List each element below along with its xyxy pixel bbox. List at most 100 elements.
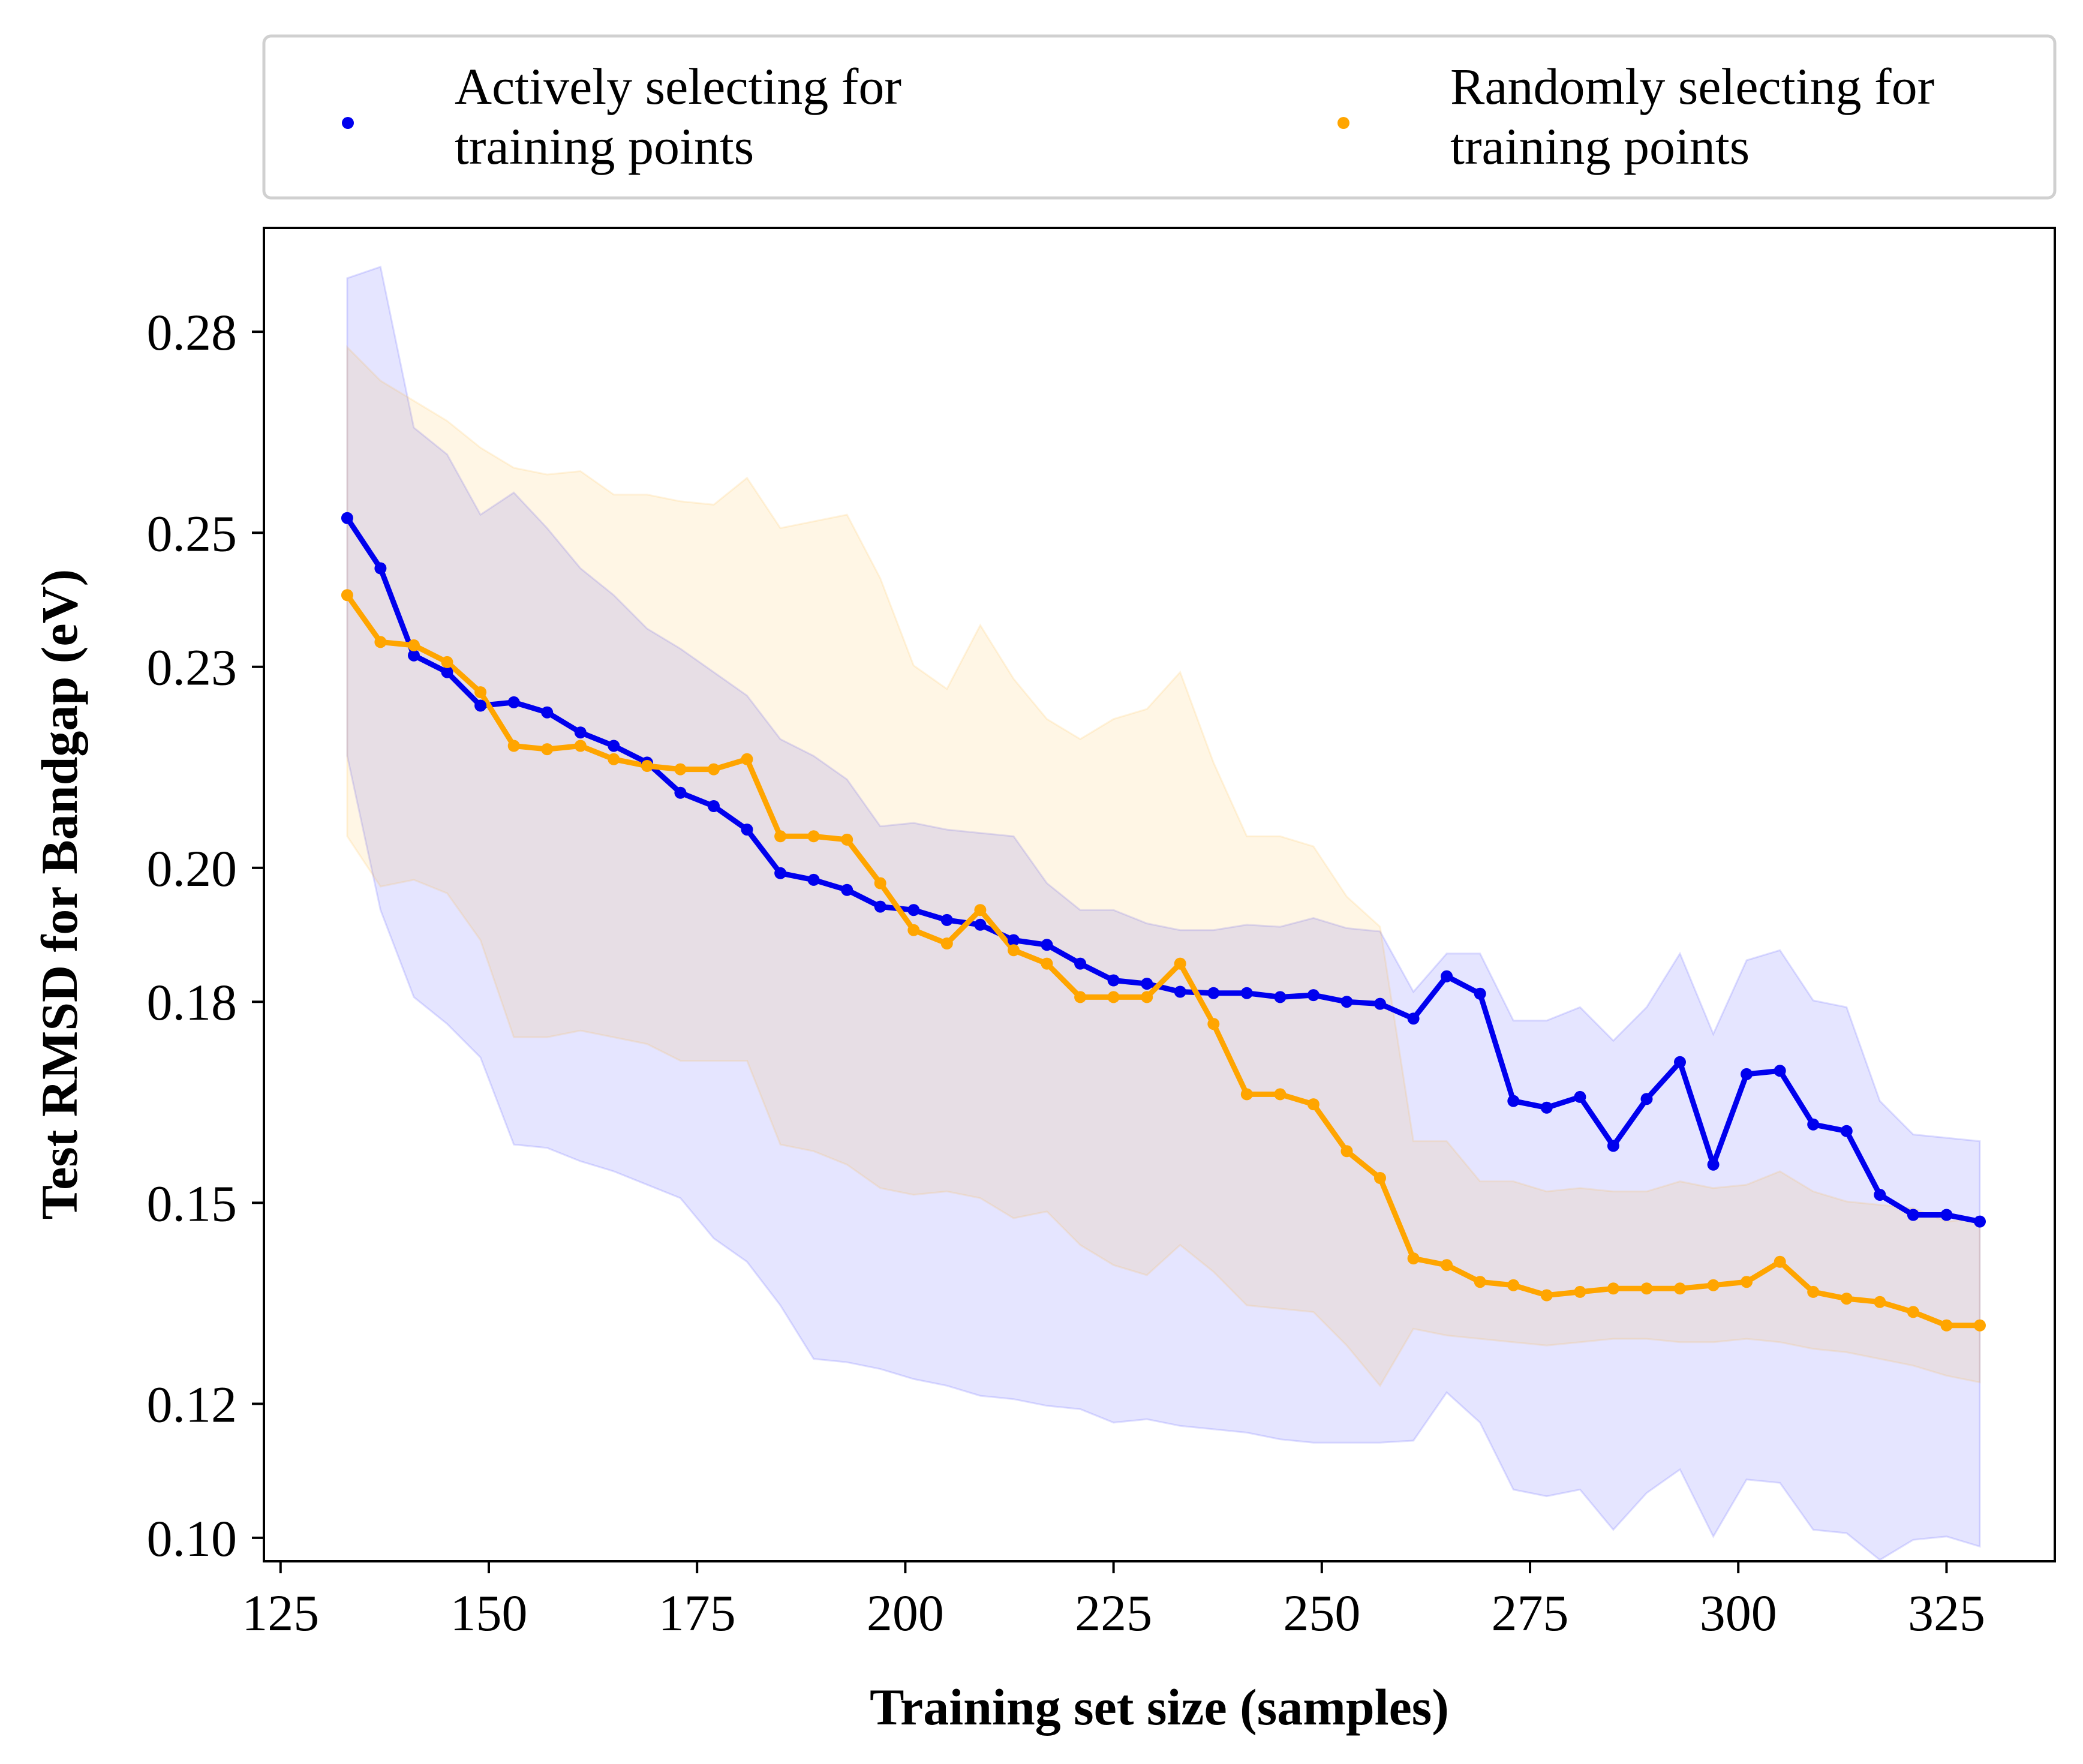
point-actively-selecting-for (1807, 1118, 1820, 1131)
legend-marker-random (1337, 117, 1349, 129)
point-actively-selecting-for (741, 824, 753, 836)
point-actively-selecting-for (1240, 987, 1253, 999)
point-actively-selecting-for (608, 740, 620, 752)
point-randomly-selecting-for (1540, 1289, 1553, 1302)
point-actively-selecting-for (1207, 987, 1220, 999)
point-randomly-selecting-for (674, 763, 687, 776)
point-randomly-selecting-for (1874, 1296, 1886, 1308)
point-actively-selecting-for (1640, 1093, 1653, 1105)
line-actively-selecting-for (344, 515, 1983, 1225)
point-actively-selecting-for (1774, 1065, 1786, 1077)
point-randomly-selecting-for (1008, 944, 1020, 957)
x-tick-label: 275 (1492, 1584, 1569, 1642)
x-tick-label: 175 (659, 1584, 736, 1642)
y-tick-label: 0.20 (147, 840, 238, 897)
point-actively-selecting-for (1340, 996, 1353, 1008)
point-randomly-selecting-for (1807, 1285, 1820, 1298)
legend-marker-active (342, 117, 354, 129)
point-actively-selecting-for (1574, 1090, 1586, 1103)
point-randomly-selecting-for (1640, 1282, 1653, 1295)
point-actively-selecting-for (1041, 939, 1053, 951)
x-tick-label: 125 (242, 1584, 319, 1642)
point-randomly-selecting-for (1141, 991, 1153, 1003)
y-tick-label: 0.23 (147, 639, 238, 696)
y-tick-label: 0.10 (147, 1510, 238, 1567)
point-randomly-selecting-for (774, 830, 787, 843)
point-actively-selecting-for (1174, 985, 1186, 998)
point-actively-selecting-for (1741, 1068, 1753, 1080)
point-randomly-selecting-for (341, 589, 353, 602)
band-randomly-selecting-for (346, 345, 1981, 1387)
point-actively-selecting-for (1507, 1095, 1520, 1107)
y-tick-label: 0.15 (147, 1174, 238, 1232)
point-randomly-selecting-for (841, 833, 853, 846)
point-randomly-selecting-for (1207, 1018, 1220, 1030)
point-actively-selecting-for (474, 699, 487, 712)
point-randomly-selecting-for (1174, 957, 1186, 970)
point-randomly-selecting-for (874, 877, 886, 889)
point-randomly-selecting-for (1307, 1098, 1319, 1111)
x-axis-label: Training set size (samples) (870, 1678, 1449, 1736)
x-tick-label: 300 (1700, 1584, 1777, 1642)
point-randomly-selecting-for (574, 740, 587, 752)
point-randomly-selecting-for (807, 830, 820, 843)
point-randomly-selecting-for (474, 686, 487, 699)
point-randomly-selecting-for (1074, 991, 1087, 1003)
point-randomly-selecting-for (441, 656, 453, 668)
point-actively-selecting-for (1607, 1140, 1619, 1152)
point-actively-selecting-for (1974, 1215, 1986, 1228)
x-tick-label: 150 (450, 1584, 527, 1642)
point-actively-selecting-for (374, 562, 387, 575)
point-randomly-selecting-for (1607, 1282, 1619, 1295)
point-randomly-selecting-for (1274, 1088, 1287, 1101)
point-actively-selecting-for (1274, 991, 1287, 1003)
y-tick-label: 0.28 (147, 303, 238, 361)
legend-label-active: Actively selecting for training points (455, 58, 901, 175)
point-randomly-selecting-for (940, 937, 953, 949)
point-actively-selecting-for (441, 666, 453, 678)
y-tick-label: 0.12 (147, 1375, 238, 1433)
point-randomly-selecting-for (741, 753, 753, 765)
point-randomly-selecting-for (974, 904, 987, 916)
point-actively-selecting-for (507, 696, 520, 708)
point-randomly-selecting-for (1940, 1319, 1953, 1332)
point-actively-selecting-for (1107, 974, 1120, 987)
point-randomly-selecting-for (641, 760, 653, 772)
point-actively-selecting-for (1840, 1125, 1853, 1137)
point-randomly-selecting-for (1507, 1279, 1520, 1291)
point-actively-selecting-for (1374, 997, 1386, 1010)
band-actively-selecting-for (346, 265, 1981, 1561)
point-randomly-selecting-for (408, 639, 420, 651)
point-actively-selecting-for (1008, 934, 1020, 946)
point-randomly-selecting-for (541, 743, 554, 756)
point-actively-selecting-for (907, 904, 920, 916)
point-actively-selecting-for (1874, 1189, 1886, 1201)
point-actively-selecting-for (1674, 1056, 1686, 1068)
point-randomly-selecting-for (1574, 1285, 1586, 1298)
point-actively-selecting-for (541, 706, 554, 719)
x-tick-label: 225 (1075, 1584, 1152, 1642)
plot-frame (263, 227, 2056, 1562)
point-actively-selecting-for (874, 900, 886, 913)
x-tick-label: 250 (1283, 1584, 1360, 1642)
point-randomly-selecting-for (907, 924, 920, 936)
y-tick-label: 0.18 (147, 973, 238, 1031)
point-randomly-selecting-for (708, 763, 720, 776)
point-actively-selecting-for (574, 726, 587, 739)
point-actively-selecting-for (940, 913, 953, 926)
point-actively-selecting-for (841, 883, 853, 896)
x-tick-label: 325 (1908, 1584, 1985, 1642)
point-actively-selecting-for (708, 800, 720, 812)
point-actively-selecting-for (1141, 978, 1153, 990)
point-randomly-selecting-for (1340, 1145, 1353, 1158)
point-actively-selecting-for (674, 786, 687, 799)
point-actively-selecting-for (1441, 970, 1453, 982)
point-actively-selecting-for (1940, 1209, 1953, 1221)
point-actively-selecting-for (807, 873, 820, 886)
point-actively-selecting-for (1707, 1158, 1720, 1171)
x-tick-label: 200 (867, 1584, 944, 1642)
point-randomly-selecting-for (374, 636, 387, 648)
point-randomly-selecting-for (1674, 1282, 1686, 1295)
point-randomly-selecting-for (1374, 1172, 1386, 1184)
